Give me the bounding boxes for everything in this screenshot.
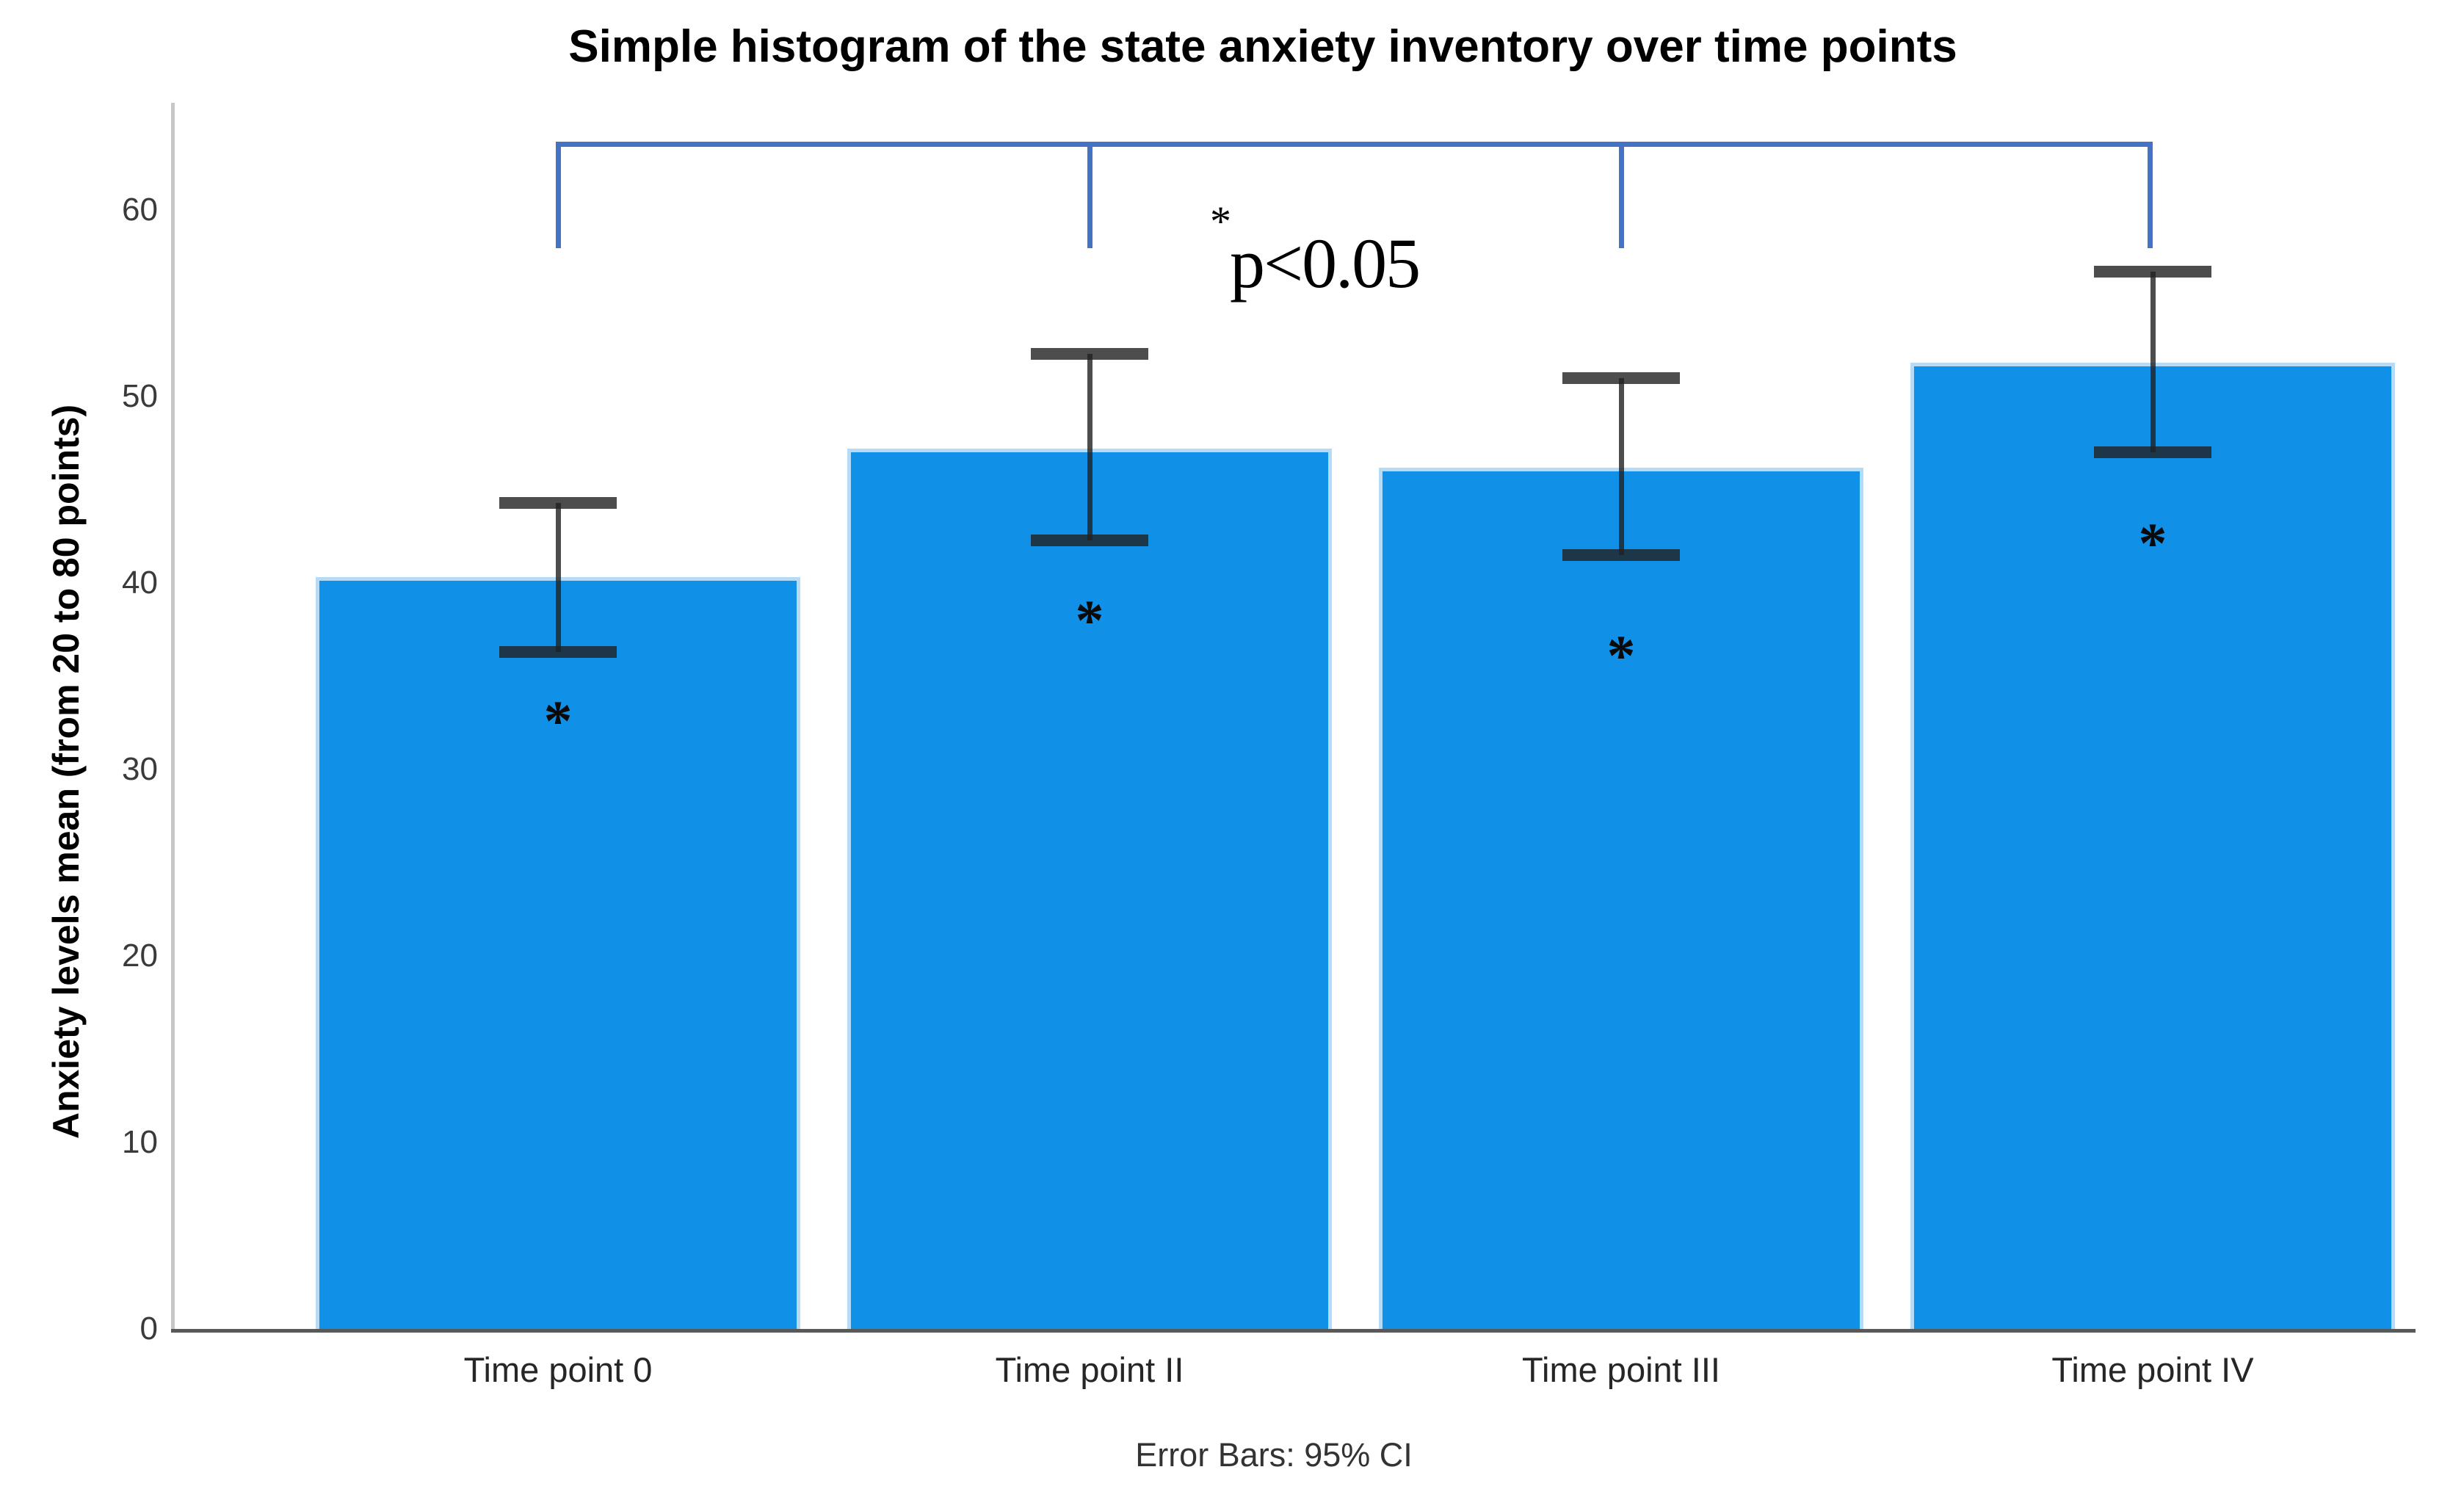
bracket-tick-3 (1618, 142, 1624, 248)
error-bar-line (1618, 377, 1624, 555)
error-bar-line (1087, 353, 1093, 540)
error-bar-line (2150, 271, 2156, 453)
error-bar-cap-bottom (1031, 534, 1148, 546)
error-bars-footnote: Error Bars: 95% CI (1135, 1436, 1413, 1474)
bracket-tick-2 (1087, 142, 1093, 248)
chart-title: Simple histogram of the state anxiety in… (568, 21, 1957, 72)
x-axis-line (171, 1329, 2416, 1333)
x-tick-label: Time point III (1522, 1350, 1720, 1389)
bar-significance-asterisk: * (543, 688, 573, 753)
significance-text: p<0.05 (1230, 224, 1421, 302)
x-tick-label: Time point 0 (463, 1350, 653, 1389)
error-bar-cap-top (499, 496, 617, 509)
y-tick-label: 20 (122, 938, 158, 974)
x-tick-label: Time point II (995, 1350, 1184, 1389)
error-bar-cap-bottom (2094, 446, 2211, 459)
error-bar-cap-top (2094, 265, 2211, 278)
y-tick-label: 30 (122, 751, 158, 787)
error-bar-cap-top (1031, 347, 1148, 360)
y-tick-label: 40 (122, 565, 158, 601)
y-tick-label: 0 (139, 1311, 158, 1347)
significance-bracket (558, 142, 2153, 147)
bar-4 (1910, 363, 2395, 1329)
significance-annotation: *p<0.05 (1210, 197, 1421, 304)
error-bar-line (555, 502, 561, 652)
error-bar-cap-bottom (499, 645, 617, 658)
y-axis-line (171, 103, 175, 1333)
bar-2 (847, 449, 1332, 1329)
bar-significance-asterisk: * (2138, 511, 2167, 576)
y-tick-label: 60 (122, 192, 158, 228)
bar-significance-asterisk: * (1606, 623, 1636, 687)
y-tick-label: 50 (122, 378, 158, 414)
bar-3 (1379, 467, 1863, 1329)
bracket-tick-4 (2148, 142, 2153, 248)
x-tick-label: Time point IV (2051, 1350, 2254, 1389)
y-tick-label: 10 (122, 1124, 158, 1160)
bracket-tick-1 (555, 142, 561, 248)
error-bar-cap-top (1562, 372, 1680, 384)
significance-asterisk-superscript: * (1210, 198, 1231, 245)
error-bar-cap-bottom (1562, 548, 1680, 561)
bar-significance-asterisk: * (1075, 587, 1104, 652)
